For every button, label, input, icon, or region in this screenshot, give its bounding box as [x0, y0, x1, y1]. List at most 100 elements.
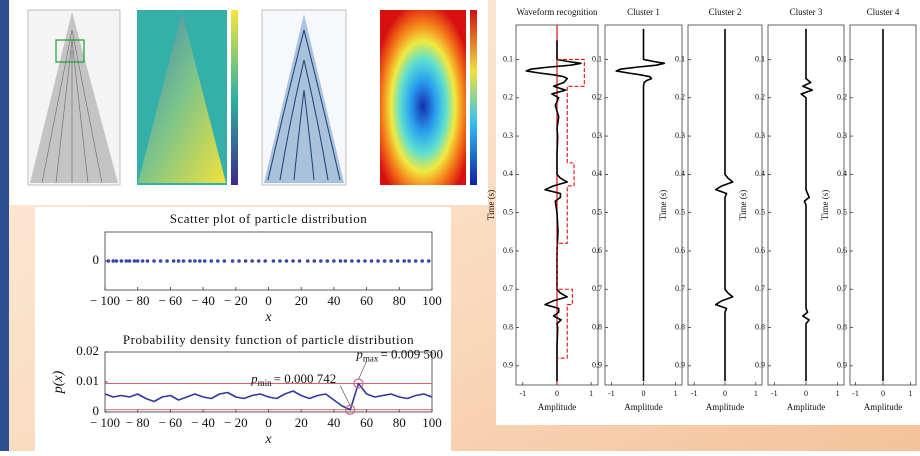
x-tick-label: -1 [852, 389, 859, 398]
waveform-panel [496, 0, 920, 425]
annotation-text: = 0.009 500 [380, 346, 443, 361]
point [230, 259, 235, 263]
y-tick-label: 0.5 [675, 207, 685, 216]
chart-title: Scatter plot of particle distribution [170, 211, 368, 226]
x-tick-label: 60 [360, 293, 373, 308]
x-tick-label: 1 [836, 389, 840, 398]
y-tick-label: 0.7 [503, 284, 513, 293]
point [127, 259, 132, 263]
y-tick-label: 0.2 [503, 93, 513, 102]
y-tick-label: 0.7 [675, 284, 685, 293]
waveform-line [800, 28, 814, 382]
wavefield-image [261, 9, 347, 186]
x-tick-label: 1 [589, 389, 593, 398]
point [114, 259, 119, 263]
x-tick-label: − 100 [90, 293, 120, 308]
y-tick-label: 0.9 [503, 361, 513, 370]
x-tick-label: 0 [723, 389, 727, 398]
x-tick-label: − 40 [191, 415, 215, 430]
x-tick-label: 40 [327, 293, 340, 308]
pdf-line [104, 382, 433, 411]
y-tick-label: 0.7 [592, 284, 602, 293]
x-axis-label: Amplitude [624, 402, 663, 412]
point [250, 259, 254, 263]
point [237, 259, 241, 263]
point [243, 259, 248, 263]
y-tick-label: 0.8 [755, 322, 765, 331]
point [284, 259, 289, 263]
y-tick-label: 0.4 [755, 169, 765, 178]
point [135, 259, 140, 263]
chart-title: Waveform recognition [517, 7, 598, 17]
point [124, 259, 129, 263]
point [222, 259, 227, 263]
y-tick-label: 0.7 [755, 284, 765, 293]
waveform-line [525, 40, 582, 382]
x-axis-label: Amplitude [787, 402, 826, 412]
particle-panel [35, 207, 451, 451]
point [176, 259, 181, 263]
point [376, 259, 380, 263]
x-axis-label: Amplitude [538, 402, 577, 412]
y-axis-label: Time (s) [486, 190, 496, 220]
annotation-symbol: p [355, 346, 363, 361]
chart-title: Probability density function of particle… [123, 332, 414, 347]
chart-title: Cluster 3 [790, 7, 823, 17]
y-tick-label: 0.2 [755, 93, 765, 102]
x-tick-label: − 60 [159, 293, 183, 308]
point [420, 259, 424, 263]
point [389, 259, 393, 263]
point [132, 259, 137, 263]
point [312, 259, 317, 263]
x-tick-label: 20 [295, 415, 308, 430]
y-tick-label: 0.3 [837, 131, 847, 140]
x-tick-label: -1 [771, 389, 778, 398]
y-tick-label: 0.9 [592, 361, 602, 370]
point [119, 259, 124, 263]
y-tick-label: 0.5 [755, 207, 765, 216]
annotation-leader [358, 361, 367, 380]
x-axis-label: x [264, 432, 272, 447]
chart-title: Cluster 4 [867, 7, 900, 17]
y-tick-label: 0.3 [592, 131, 602, 140]
y-tick-label: 0.9 [755, 361, 765, 370]
y-tick-label: 0.7 [837, 284, 847, 293]
x-tick-label: 100 [422, 415, 442, 430]
point [395, 259, 400, 263]
y-tick-label: 0.8 [592, 322, 602, 331]
annotation-subscript: max [363, 354, 379, 364]
point [297, 259, 302, 263]
point [158, 259, 163, 263]
x-tick-label: 40 [327, 415, 340, 430]
y-tick-label: 0.1 [675, 54, 685, 63]
point [325, 259, 330, 263]
chart-title: Cluster 1 [627, 7, 660, 17]
point [356, 259, 361, 263]
velocity-image [137, 10, 238, 185]
x-tick-label: -1 [691, 389, 698, 398]
point [140, 259, 145, 263]
x-tick-label: 1 [754, 389, 758, 398]
chart-title: Cluster 2 [709, 7, 742, 17]
y-tick-label: 0.3 [675, 131, 685, 140]
x-tick-label: 60 [360, 415, 373, 430]
x-tick-label: − 60 [159, 415, 183, 430]
y-tick-label: 0.01 [76, 373, 99, 388]
y-tick-label: 0.6 [675, 246, 685, 255]
point [278, 259, 282, 263]
y-tick-label: 0.4 [675, 169, 685, 178]
side-strip [0, 0, 9, 451]
annotation-text: = 0.000 742 [274, 371, 337, 386]
x-tick-label: 0 [555, 389, 559, 398]
x-tick-label: 100 [422, 293, 442, 308]
point [165, 259, 169, 263]
x-tick-label: − 80 [126, 415, 150, 430]
y-tick-label: 0.3 [755, 131, 765, 140]
x-tick-label: 20 [295, 293, 308, 308]
x-tick-label: − 80 [126, 293, 150, 308]
point [193, 259, 197, 263]
point [343, 259, 348, 263]
y-tick-label: 0.2 [592, 93, 602, 102]
point [181, 259, 186, 263]
